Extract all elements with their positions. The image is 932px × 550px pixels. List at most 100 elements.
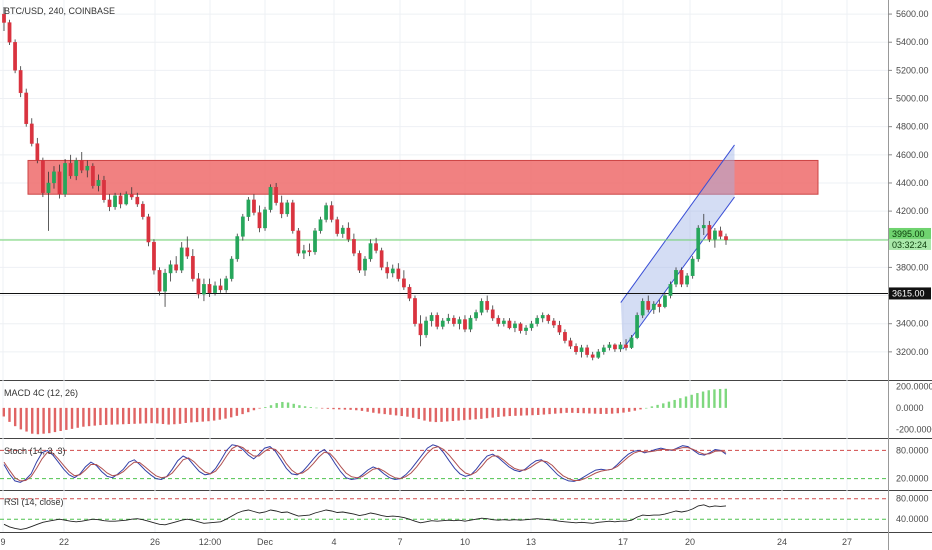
macd-bar	[104, 407, 108, 425]
candle	[507, 320, 512, 329]
candle	[246, 199, 251, 217]
macd-bar	[485, 407, 489, 419]
candle	[207, 284, 212, 293]
x-tick-label: 22	[59, 537, 69, 547]
candle	[613, 344, 617, 350]
x-tick-label: 12:00	[199, 537, 222, 547]
candle	[313, 230, 317, 253]
macd-bar	[622, 407, 625, 413]
macd-bar	[372, 407, 375, 413]
candle	[379, 250, 384, 268]
candle	[63, 163, 67, 195]
candle	[129, 194, 134, 198]
candle	[229, 258, 234, 279]
macd-bar	[645, 407, 648, 409]
y-tick-label: 3800.00	[896, 262, 929, 272]
macd-bar	[605, 407, 608, 414]
candle	[90, 165, 95, 186]
candle	[390, 268, 395, 274]
candle	[624, 344, 628, 348]
macd-bar	[673, 399, 676, 408]
y-tick-label: 4200.00	[896, 206, 929, 216]
macd-bar	[2, 407, 5, 417]
candle	[307, 250, 312, 253]
macd-bar	[224, 407, 227, 419]
last-price-label: 3995.00	[892, 229, 925, 239]
candle	[374, 243, 378, 251]
macd-bar	[423, 407, 426, 421]
candle	[413, 298, 417, 324]
macd-bar	[275, 403, 278, 408]
macd-bar	[701, 391, 705, 408]
resistance-zone[interactable]	[27, 159, 819, 195]
macd-bar	[190, 407, 193, 423]
macd-bar	[360, 407, 364, 411]
macd-bar	[406, 407, 409, 417]
candle	[579, 347, 584, 353]
candle	[707, 225, 712, 240]
macd-bar	[394, 407, 398, 416]
macd-bar	[508, 407, 511, 417]
candle	[435, 315, 440, 327]
countdown-label: 03:32:24	[892, 240, 927, 250]
candle	[424, 320, 428, 336]
macd-bar	[679, 398, 682, 408]
candle	[640, 301, 645, 316]
macd-label: MACD 4C (12, 26)	[4, 388, 78, 398]
candle	[385, 267, 390, 274]
candle	[563, 331, 567, 341]
macd-bar	[8, 407, 11, 422]
macd-bar	[491, 407, 494, 418]
candle	[235, 236, 240, 260]
macd-bar	[389, 407, 392, 415]
macd-bar	[76, 407, 79, 428]
macd-bar	[531, 407, 534, 416]
macd-bar	[19, 407, 23, 430]
candle	[363, 258, 367, 271]
channel-lower-line[interactable]	[622, 196, 735, 350]
candle	[174, 264, 179, 271]
candle	[318, 219, 323, 231]
candle	[268, 187, 273, 210]
candle	[29, 123, 34, 144]
x-tick-label: 17	[618, 537, 628, 547]
candle	[629, 337, 634, 348]
macd-bar	[207, 407, 210, 422]
candle	[540, 315, 545, 319]
x-tick-label: 9	[0, 537, 5, 547]
candle	[146, 216, 151, 243]
candle	[568, 340, 573, 347]
macd-bar	[593, 407, 597, 414]
macd-bar	[156, 407, 159, 424]
candle	[513, 323, 517, 329]
macd-bar	[502, 407, 506, 417]
macd-bar	[474, 407, 477, 420]
stoch-tick-label: 80.0000	[896, 445, 929, 455]
macd-bar	[417, 407, 421, 420]
macd-bar	[184, 407, 187, 423]
macd-bar	[326, 407, 330, 409]
macd-bar	[514, 407, 517, 416]
macd-bar	[241, 407, 244, 415]
candle	[218, 285, 223, 291]
macd-bar	[696, 393, 699, 408]
macd-bar	[718, 388, 722, 408]
candle	[196, 278, 201, 295]
channel-upper-line[interactable]	[620, 144, 735, 303]
stoch-d-line	[3, 445, 727, 482]
macd-bar	[59, 407, 62, 432]
candle	[607, 344, 612, 348]
macd-bar	[707, 390, 710, 408]
candle	[279, 202, 284, 215]
candle	[124, 194, 129, 205]
macd-bar	[542, 407, 546, 415]
candle	[402, 278, 406, 288]
candle	[13, 42, 17, 71]
candle	[407, 286, 412, 299]
macd-bar	[411, 407, 415, 418]
macd-bar	[627, 407, 631, 412]
macd-bar	[315, 407, 318, 409]
macd-bar	[559, 407, 563, 414]
rsi-tick-label: 40.0000	[896, 514, 929, 524]
